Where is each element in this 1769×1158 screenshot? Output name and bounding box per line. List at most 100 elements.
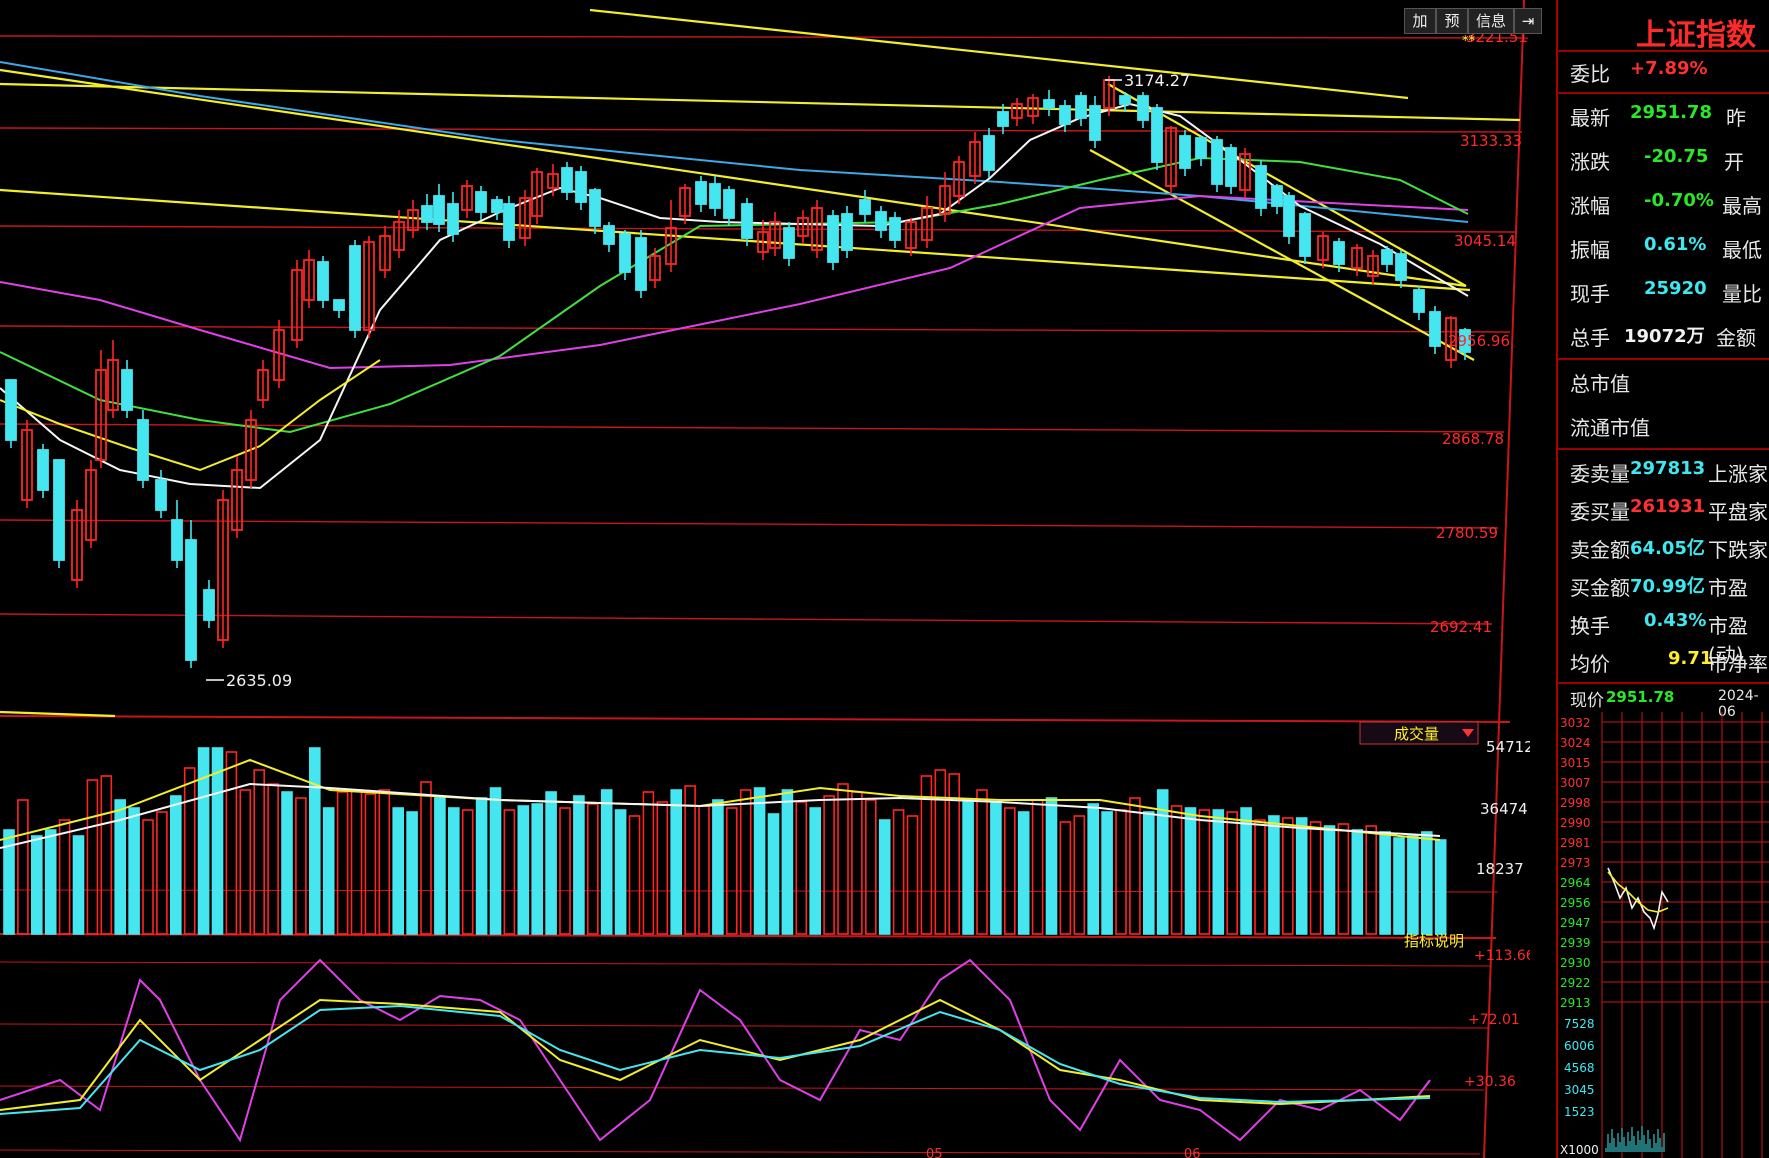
volume-bar xyxy=(183,767,196,935)
candle-body xyxy=(475,191,487,213)
volume-bars[interactable] xyxy=(0,747,1447,935)
volume-bar xyxy=(1282,817,1294,935)
candle-body xyxy=(1351,247,1363,269)
candle-body xyxy=(531,171,543,217)
oscillator-j-line xyxy=(0,1004,1431,1115)
row-cur-hand: 现手 25920 量比 xyxy=(1558,274,1769,310)
volume-bar xyxy=(1059,821,1072,935)
volume-bar xyxy=(225,751,238,935)
down-count-label: 下跌家 xyxy=(1708,538,1768,562)
volume-bar xyxy=(114,799,126,935)
kline-chart-area[interactable]: 3221.51 3133.33 3045.14 2956.96 2868.78 … xyxy=(0,0,1530,1158)
oscillator-axis-label: +72.01 xyxy=(1468,1012,1520,1028)
candle-body xyxy=(333,299,345,311)
candle-body xyxy=(491,199,503,213)
volume-bar xyxy=(767,813,780,935)
volume-bar xyxy=(809,807,822,935)
trend-line xyxy=(0,68,1467,288)
intraday-volume-tick: 3045 xyxy=(1564,1083,1595,1097)
ask-vol-label: 委卖量 xyxy=(1570,462,1630,486)
volume-bar xyxy=(364,793,377,935)
sell-amt-value: 64.05亿 xyxy=(1630,538,1705,559)
oscillator-lines xyxy=(0,958,1431,1143)
row-intraday-header: 现价 2951.78 2024-06 xyxy=(1558,684,1769,720)
intraday-price-tick: 2964 xyxy=(1560,876,1591,890)
candle-body xyxy=(1089,105,1101,141)
volume-bar xyxy=(503,809,516,935)
volume-bar xyxy=(851,791,863,935)
candle-body xyxy=(53,459,65,561)
divider xyxy=(1558,682,1769,684)
volume-bar xyxy=(1240,807,1252,935)
pct-value: -0.70% xyxy=(1644,190,1714,211)
exit-icon[interactable]: ⇥ xyxy=(1514,8,1542,34)
flat-count-label: 平盘家 xyxy=(1708,500,1768,524)
volume-bar xyxy=(517,805,530,935)
intraday-avg-line xyxy=(1607,871,1669,913)
price-grid xyxy=(0,0,1529,1158)
trend-line xyxy=(1089,149,1475,361)
indicator-explain-link[interactable]: 指标说明 xyxy=(1404,932,1464,950)
amount-label: 金额 xyxy=(1716,326,1756,350)
volume-bar xyxy=(322,807,335,935)
candle-body xyxy=(95,369,107,461)
volume-bar xyxy=(392,807,405,935)
volume-bar xyxy=(170,795,182,935)
candle-body xyxy=(649,255,661,281)
candle-body xyxy=(1059,105,1071,125)
intraday-price-tick: 3007 xyxy=(1560,776,1591,790)
volume-bar xyxy=(545,791,557,935)
candle-body xyxy=(257,369,269,401)
volume-bar xyxy=(1365,825,1377,935)
volume-bar xyxy=(892,809,905,935)
volume-axis-label: 18237 xyxy=(1476,860,1524,878)
axis-divider xyxy=(1483,0,1525,1158)
candle-body xyxy=(921,207,933,241)
volume-bar xyxy=(420,781,432,935)
volume-bar xyxy=(142,819,154,935)
row-ask-vol: 委卖量 297813 上涨家 xyxy=(1558,454,1769,490)
trend-line xyxy=(0,82,1521,122)
volume-bar xyxy=(1129,797,1141,935)
volume-indicator-label: 成交量 xyxy=(1394,725,1439,743)
volume-bar xyxy=(1323,825,1336,935)
intraday-price-tick: 2998 xyxy=(1560,796,1591,810)
volume-bar xyxy=(837,783,849,935)
candle-body xyxy=(695,181,707,205)
candle-body xyxy=(349,245,361,331)
candle-body xyxy=(841,213,853,251)
candle-body xyxy=(665,227,677,265)
info-button[interactable]: 信息 xyxy=(1468,8,1514,34)
chevron-down-icon[interactable] xyxy=(1462,729,1474,737)
volume-bar xyxy=(211,747,224,935)
intraday-price-tick: 2913 xyxy=(1560,996,1591,1010)
row-bid-vol: 委买量 261931 平盘家 xyxy=(1558,492,1769,528)
volume-indicator-selector[interactable] xyxy=(1359,721,1479,745)
row-turnover: 换手 0.43% 市盈(动) xyxy=(1558,606,1769,667)
candle-body xyxy=(875,211,887,231)
volume-bar xyxy=(128,807,140,935)
candle-body xyxy=(203,589,215,621)
volume-bar xyxy=(100,775,113,935)
pe-dyn-label: 市盈(动) xyxy=(1708,614,1748,667)
weibi-value: +7.89% xyxy=(1630,58,1708,79)
intraday-chart[interactable]: 3032 3024 3015 3007 2998 2990 2981 2973 2964 2956… xyxy=(1558,712,1769,1158)
volume-bar xyxy=(1003,807,1016,935)
preview-button[interactable]: 预 xyxy=(1436,8,1468,34)
price-axis-label: 2868.78 xyxy=(1442,430,1504,448)
amp-value: 0.61% xyxy=(1644,234,1707,255)
add-button[interactable]: 加 xyxy=(1404,8,1436,34)
candle-body xyxy=(137,419,149,481)
volume-bar xyxy=(336,791,349,935)
volume-bar xyxy=(267,783,279,935)
volume-ma-line xyxy=(0,758,1441,841)
volume-bar xyxy=(739,789,752,935)
turnover-value: 0.43% xyxy=(1644,610,1707,631)
candle-body xyxy=(503,203,515,241)
mktcap-label: 总市值 xyxy=(1570,372,1630,396)
volume-bar xyxy=(1156,789,1169,935)
bid-vol-value: 261931 xyxy=(1630,496,1706,517)
volume-bar xyxy=(1268,815,1280,935)
candlesticks[interactable] xyxy=(5,76,1471,668)
row-change: 涨跌 -20.75 开 xyxy=(1558,142,1769,178)
